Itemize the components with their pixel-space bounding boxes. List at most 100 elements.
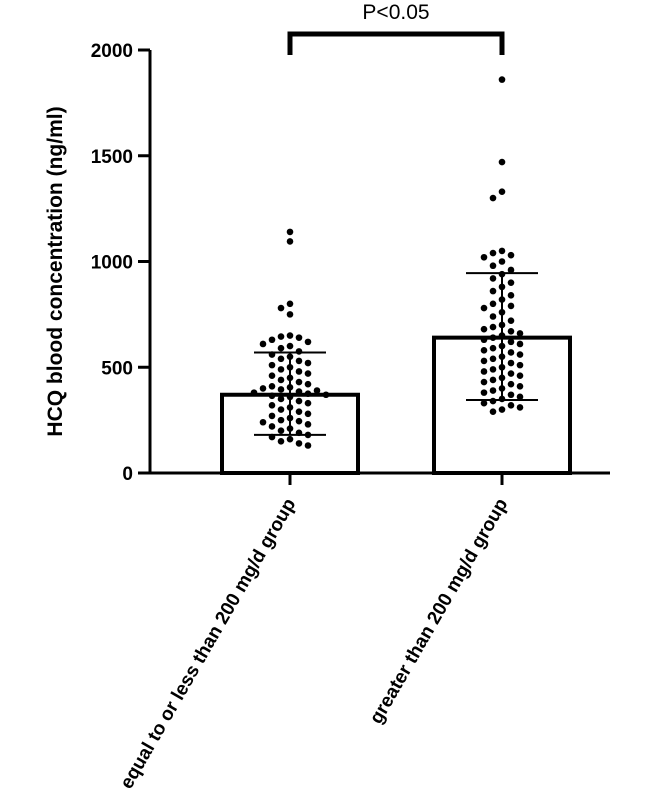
x-category-label: greater than 200 mg/d group (366, 495, 512, 728)
data-point (277, 437, 285, 445)
data-point (268, 412, 276, 420)
data-point (286, 435, 294, 443)
data-point (489, 300, 497, 308)
significance-label: P<0.05 (362, 1, 429, 24)
data-point (498, 395, 506, 403)
data-point (498, 283, 506, 291)
data-point (277, 333, 285, 340)
data-point (480, 368, 488, 375)
data-point (507, 327, 515, 335)
data-point (498, 385, 506, 392)
data-point (507, 380, 515, 388)
data-point (507, 302, 515, 310)
data-point (480, 399, 488, 407)
y-tick-label: 2000 (91, 41, 133, 62)
data-point (304, 421, 312, 428)
data-point (498, 76, 506, 83)
y-tick-label: 1500 (91, 147, 133, 168)
data-point (286, 363, 294, 371)
data-point (498, 353, 506, 360)
data-point (277, 386, 285, 393)
data-point (286, 414, 294, 422)
data-point (277, 366, 285, 373)
data-point (498, 406, 506, 413)
data-point (516, 404, 524, 411)
data-point (489, 344, 497, 352)
data-point (480, 389, 488, 396)
data-point (286, 374, 294, 382)
data-point (286, 404, 294, 411)
data-point (313, 387, 321, 394)
data-point (498, 296, 506, 303)
data-point (268, 361, 276, 369)
data-point (268, 423, 276, 430)
data-point (516, 361, 524, 369)
data-point (286, 384, 294, 391)
data-point (489, 355, 497, 363)
data-point (489, 376, 497, 384)
data-point (489, 387, 497, 394)
data-point (498, 188, 506, 196)
data-point (286, 300, 294, 308)
data-point (516, 330, 524, 337)
data-point (277, 406, 285, 413)
data-point (507, 338, 515, 346)
data-point (516, 340, 524, 348)
data-point (295, 429, 303, 437)
data-point (295, 348, 303, 355)
y-axis-title: HCQ blood concentration (ng/ml) (44, 106, 67, 436)
data-point (295, 357, 303, 365)
data-point (516, 382, 524, 390)
data-point (304, 431, 312, 439)
data-point (259, 385, 267, 392)
data-point (268, 402, 276, 409)
data-point (516, 393, 524, 401)
data-point (286, 425, 294, 432)
data-point (268, 433, 276, 441)
data-point (304, 442, 312, 449)
data-point (489, 194, 497, 202)
data-point (277, 427, 285, 435)
data-point (507, 349, 515, 356)
data-point (516, 372, 524, 380)
data-point (295, 397, 303, 405)
data-point (489, 323, 497, 331)
data-point (480, 378, 488, 386)
data-point (480, 304, 488, 312)
data-point (268, 351, 276, 358)
y-tick-label: 1000 (91, 253, 133, 274)
data-point (480, 253, 488, 261)
data-point (268, 372, 276, 380)
data-point (304, 370, 312, 377)
data-point (507, 402, 515, 409)
data-point (480, 325, 488, 333)
data-point (304, 380, 312, 388)
data-point (507, 251, 515, 259)
data-point (295, 378, 303, 386)
data-point (507, 292, 515, 299)
data-point (507, 279, 515, 286)
data-point (498, 270, 506, 278)
data-point (489, 249, 497, 257)
data-point (480, 347, 488, 354)
data-point (304, 359, 312, 367)
data-point (480, 357, 488, 365)
data-point (295, 334, 303, 341)
data-point (277, 416, 285, 424)
data-point (286, 353, 294, 360)
data-point (295, 408, 303, 415)
data-point (295, 368, 303, 375)
data-point (277, 355, 285, 363)
y-tick-label: 500 (101, 358, 133, 379)
data-point (489, 287, 497, 295)
data-point (268, 382, 276, 390)
data-point (507, 391, 515, 399)
data-point (498, 247, 506, 255)
data-point (259, 340, 267, 348)
data-point (489, 366, 497, 373)
data-point (277, 344, 285, 352)
data-point (304, 410, 312, 418)
data-points (250, 76, 524, 449)
data-point (516, 351, 524, 358)
